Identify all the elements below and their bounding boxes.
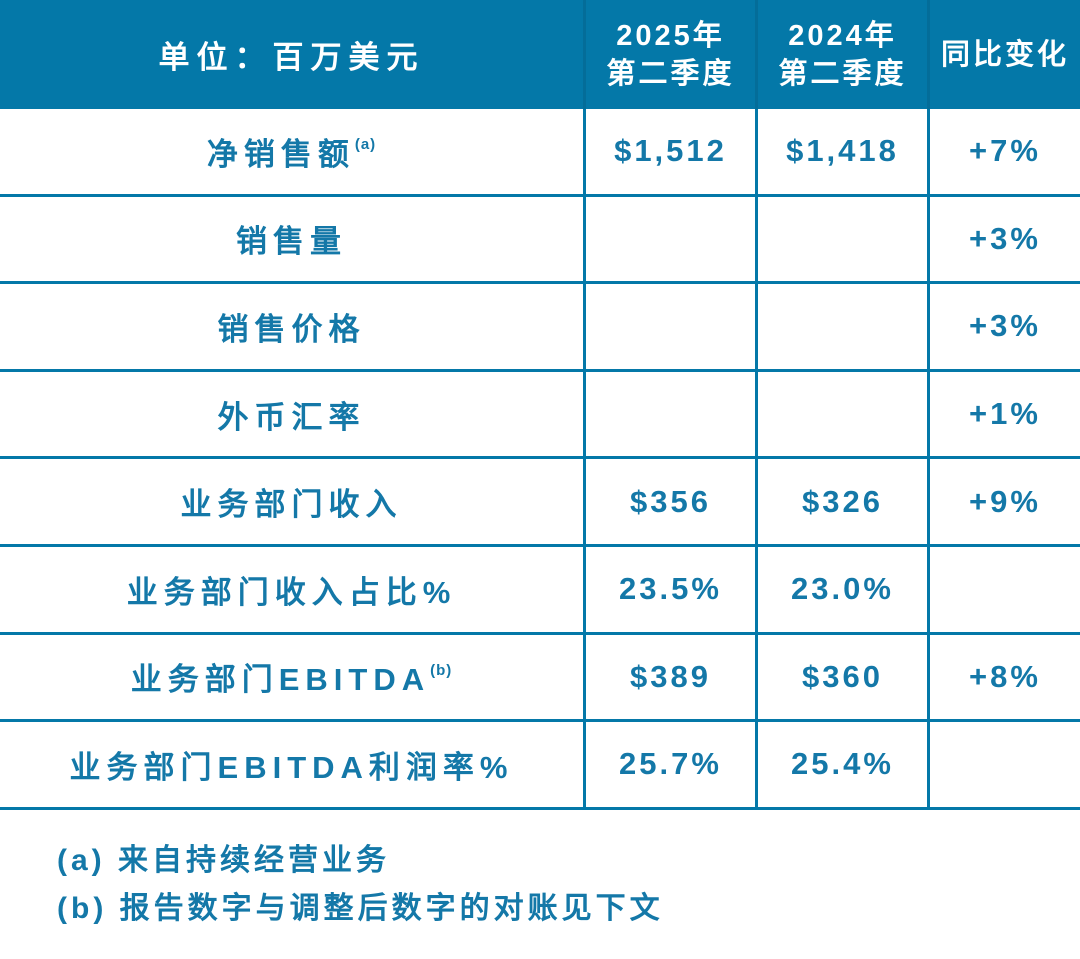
yoy-change-net-sales: +7%	[927, 109, 1080, 194]
value-2024-segment-ebitda: $360	[755, 634, 927, 720]
yoy-change-price: +3%	[927, 284, 1080, 369]
table-row-segment-income-margin: 业务部门收入占比% 23.5% 23.0%	[0, 546, 1080, 635]
footnote-marker-b: (b)	[430, 662, 453, 680]
table-row-net-sales: 净销售额(a) $1,512 $1,418 +7%	[0, 109, 1080, 197]
value-2025-volume	[583, 196, 755, 282]
table-row-segment-income: 业务部门收入 $356 $326 +9%	[0, 459, 1080, 547]
yoy-change-segment-income-margin	[927, 546, 1080, 632]
yoy-change-segment-ebitda-margin	[927, 722, 1080, 807]
value-2025-segment-income-margin: 23.5%	[583, 546, 755, 632]
value-2025-currency	[583, 371, 755, 457]
footnote-marker-a: (a)	[354, 136, 377, 154]
row-label-text: 销售价格	[217, 311, 366, 347]
row-label-text: 净销售额	[206, 136, 355, 172]
table-header-row: 单位：百万美元 2025年 第二季度 2024年 第二季度 同比变化	[0, 0, 1080, 109]
row-label-text: 销售量	[236, 224, 347, 260]
row-label-volume: 销售量	[0, 197, 583, 282]
value-2024-segment-ebitda-margin: 25.4%	[755, 722, 927, 807]
row-label-net-sales: 净销售额(a)	[0, 109, 583, 194]
value-2024-price	[755, 284, 927, 369]
column-header-2024-q2: 2024年 第二季度	[755, 0, 927, 109]
value-2025-segment-ebitda: $389	[583, 634, 755, 720]
row-label-segment-ebitda: 业务部门EBITDA(b)	[0, 635, 583, 720]
table-row-segment-ebitda-margin: 业务部门EBITDA利润率% 25.7% 25.4%	[0, 722, 1080, 810]
quarterly-results-table: 单位：百万美元 2025年 第二季度 2024年 第二季度 同比变化 净销售额(…	[0, 0, 1080, 810]
value-2024-net-sales: $1,418	[755, 109, 927, 194]
table-row-price: 销售价格 +3%	[0, 284, 1080, 372]
row-label-segment-income-margin: 业务部门收入占比%	[0, 547, 583, 632]
row-label-text: 业务部门EBITDA	[130, 662, 431, 698]
row-label-text: 业务部门收入占比%	[126, 574, 457, 610]
column-header-2025-q2: 2025年 第二季度	[583, 0, 755, 109]
unit-label: 单位：百万美元	[158, 40, 425, 75]
yoy-change-segment-income: +9%	[927, 459, 1080, 544]
yoy-change-currency: +1%	[927, 371, 1080, 457]
column-header-2024-line2: 第二季度	[778, 57, 907, 90]
yoy-change-segment-ebitda: +8%	[927, 634, 1080, 720]
footnotes-section: (a) 来自持续经营业务 (b) 报告数字与调整后数字的对账见下文	[0, 810, 1080, 933]
row-label-currency: 外币汇率	[0, 372, 583, 457]
value-2024-segment-income: $326	[755, 459, 927, 544]
value-2025-net-sales: $1,512	[583, 109, 755, 194]
footnote-a: (a) 来自持续经营业务	[57, 843, 390, 877]
row-label-text: 业务部门收入	[180, 487, 403, 523]
table-row-segment-ebitda: 业务部门EBITDA(b) $389 $360 +8%	[0, 634, 1080, 723]
row-label-segment-ebitda-margin: 业务部门EBITDA利润率%	[0, 722, 583, 807]
value-2025-price	[583, 284, 755, 369]
value-2025-segment-income: $356	[583, 459, 755, 544]
value-2024-volume	[755, 196, 927, 282]
value-2024-segment-income-margin: 23.0%	[755, 546, 927, 632]
yoy-change-volume: +3%	[927, 196, 1080, 282]
row-label-price: 销售价格	[0, 284, 583, 369]
table-row-volume: 销售量 +3%	[0, 196, 1080, 285]
footnote-b: (b) 报告数字与调整后数字的对账见下文	[57, 891, 664, 925]
value-2025-segment-ebitda-margin: 25.7%	[583, 722, 755, 807]
row-label-segment-income: 业务部门收入	[0, 459, 583, 544]
value-2024-currency	[755, 371, 927, 457]
column-header-2025-line1: 2025年	[616, 19, 725, 52]
table-row-currency: 外币汇率 +1%	[0, 371, 1080, 460]
column-header-yoy-change: 同比变化	[927, 0, 1080, 109]
row-label-text: 业务部门EBITDA利润率%	[69, 749, 514, 785]
row-label-text: 外币汇率	[217, 399, 366, 435]
column-header-2024-line1: 2024年	[788, 19, 897, 52]
column-header-2025-line2: 第二季度	[606, 57, 735, 90]
